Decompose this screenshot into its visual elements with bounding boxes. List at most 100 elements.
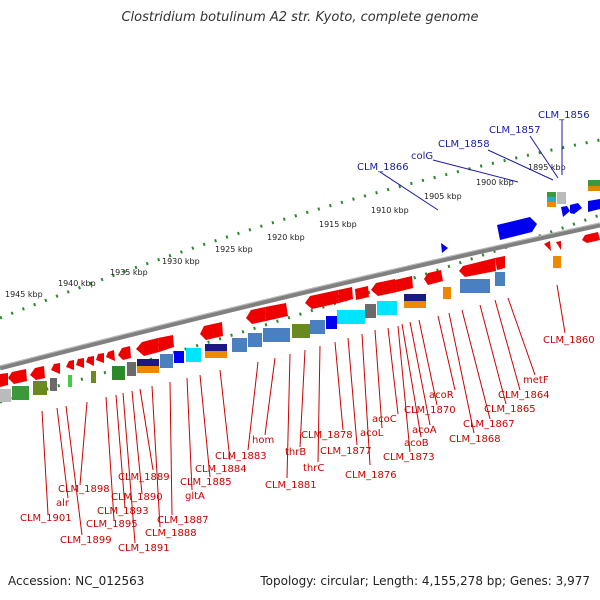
cog-block (292, 324, 310, 338)
gene-thrc (246, 307, 266, 324)
cog-block (137, 359, 159, 366)
kbp-label: 1900 kbp (476, 178, 514, 187)
cog-block (547, 202, 556, 207)
cog-block (91, 371, 96, 383)
gene-acoc (305, 290, 339, 309)
gene-clm-1860 (582, 232, 600, 243)
gene-label: CLM_1877 (320, 446, 372, 457)
cog-block (0, 389, 11, 402)
gene-clm-1866 (497, 217, 537, 240)
gene-colg (441, 243, 448, 253)
gene (86, 356, 94, 366)
gene-label: alr (56, 498, 70, 509)
gene (118, 346, 131, 360)
kbp-label: 1920 kbp (267, 233, 305, 242)
gene-label: CLM_1895 (86, 519, 138, 530)
cog-block (553, 256, 561, 268)
gene-label: CLM_1887 (157, 515, 209, 526)
cog-block (377, 301, 397, 315)
cog-block (588, 186, 600, 191)
gene-clm-1858 (561, 206, 570, 217)
kbp-label: 1935 kbp (110, 268, 148, 277)
gene (495, 256, 505, 270)
gene (158, 335, 174, 352)
gene-label: CLM_1890 (111, 492, 163, 503)
gene-label: CLM_1867 (463, 419, 515, 430)
cog-block (12, 393, 29, 400)
kbp-label: 1910 kbp (371, 206, 409, 215)
gene-label: CLM_1884 (195, 464, 247, 475)
cog-block (205, 344, 227, 351)
gene-label: CLM_1873 (383, 452, 435, 463)
gene-thrb (265, 303, 288, 321)
gene-label: acoL (360, 428, 384, 439)
kbp-label: 1930 kbp (162, 257, 200, 266)
genome-summary-text: Topology: circular; Length: 4,155,278 bp… (260, 574, 590, 588)
cog-block (137, 366, 159, 373)
gene-label: CLM_1865 (484, 404, 536, 415)
kbp-label: 1925 kbp (215, 245, 253, 254)
outer-tick-ring (0, 138, 600, 320)
cog-block (547, 192, 556, 197)
gene-label: CLM_1885 (180, 477, 232, 488)
forward-strand-genes (441, 199, 600, 253)
cog-block (365, 304, 376, 318)
cog-block (33, 381, 47, 395)
cog-blocks-inner (0, 256, 561, 402)
gene-label: CLM_1860 (543, 335, 595, 346)
leader-lines-top (379, 120, 563, 211)
cog-block (232, 338, 247, 352)
gene-label: CLM_1857 (489, 125, 541, 136)
accession-text: Accession: NC_012563 (8, 574, 145, 588)
gene-label: CLM_1856 (538, 110, 590, 121)
cog-block (205, 351, 227, 358)
gene-label: acoR (429, 390, 454, 401)
cog-block (160, 354, 173, 368)
gene-label: gltA (185, 491, 205, 502)
gene (556, 241, 561, 250)
cog-block (12, 386, 29, 393)
kbp-label: 1915 kbp (319, 220, 357, 229)
gene (544, 241, 551, 251)
gene-acol (355, 286, 369, 300)
gene-label: CLM_1901 (20, 513, 72, 524)
gene-label: CLM_1878 (301, 430, 353, 441)
cog-block (495, 272, 505, 286)
cog-block (112, 366, 125, 380)
cog-block (186, 348, 201, 362)
cog-block (326, 316, 337, 329)
gene-label: CLM_1888 (145, 528, 197, 539)
cog-block (174, 351, 184, 363)
gene (8, 369, 27, 384)
gene (96, 353, 104, 363)
gene-label: CLM_1881 (265, 480, 317, 491)
kbp-label: 1905 kbp (424, 192, 462, 201)
cog-block (404, 294, 426, 301)
map-title: Clostridium botulinum A2 str. Kyoto, com… (121, 10, 479, 25)
gene (30, 366, 45, 380)
gene-gltA (136, 338, 159, 356)
gene-label: CLM_1858 (438, 139, 490, 150)
gene (51, 363, 60, 374)
gene-clm-1868 (371, 279, 397, 296)
gene-label: CLM_1870 (404, 405, 456, 416)
gene-labels-bottom: metF CLM_1864 CLM_1865 CLM_1867 CLM_1868… (20, 375, 550, 554)
cog-block (557, 192, 566, 204)
gene (66, 360, 74, 370)
cog-block (263, 328, 290, 342)
cog-block (404, 301, 426, 308)
gene-label: thrC (303, 463, 324, 474)
gene (395, 276, 413, 292)
gene-label: CLM_1899 (60, 535, 112, 546)
gene-label: CLM_1891 (118, 543, 170, 554)
gene-label: acoB (404, 438, 429, 449)
gene-label: acoC (372, 414, 397, 425)
gene-label: CLM_1883 (215, 451, 267, 462)
cog-block (460, 279, 490, 293)
leader-lines-bottom (41, 284, 566, 544)
gene-label: CLM_1866 (357, 162, 409, 173)
gene-clm-1856 (588, 199, 600, 212)
genome-backbone (0, 222, 600, 371)
